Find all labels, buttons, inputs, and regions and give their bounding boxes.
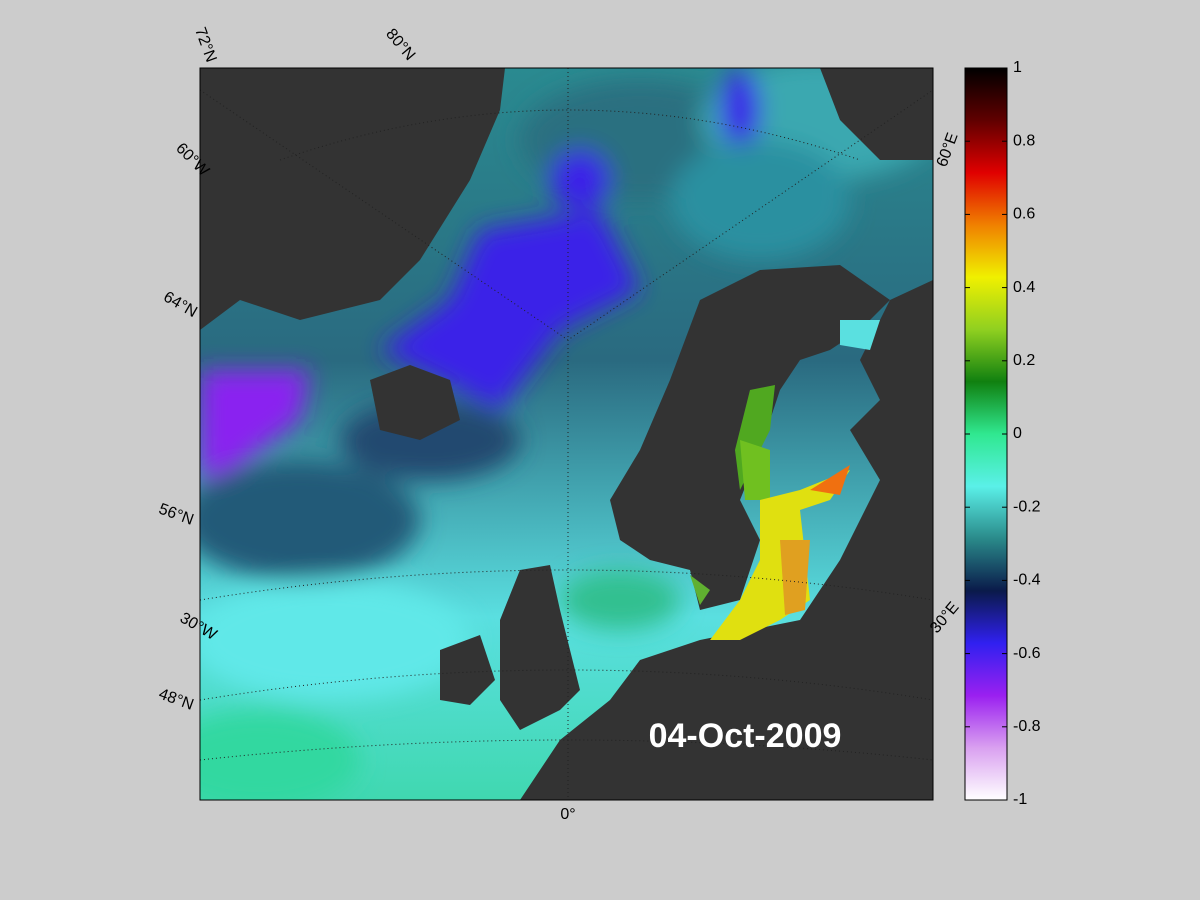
baltic-sea [690,385,850,640]
graticule-label: 72°N [191,25,219,64]
colorbar-tick-label: 1 [1013,59,1022,76]
graticule-label: 80°N [382,26,418,64]
graticule-label: 60°E [934,131,962,170]
date-label: 04-Oct-2009 [649,717,842,755]
graticule-label: 0° [560,806,575,823]
map-frame [199,67,934,801]
anomaly-field [200,68,933,800]
graticule-label: 48°N [156,686,195,714]
colorbar-tick-label: 0.6 [1013,206,1035,223]
colorbar-tick-label: 0.8 [1013,132,1035,149]
colorbar-tick-label: -0.2 [1013,498,1041,515]
colorbar-tick-label: 0 [1013,425,1022,442]
colorbar-tick-label: -1 [1013,791,1027,808]
colorbar-tick-label: -0.6 [1013,645,1041,662]
graticule-label: 64°N [160,288,199,321]
colorbar-tick-label: -0.8 [1013,718,1041,735]
colorbar-tick-label: 0.2 [1013,352,1035,369]
white-sea [840,320,880,350]
graticule [200,68,933,800]
colorbar-tick-label: 0.4 [1013,279,1035,296]
colorbar-tick-label: -0.4 [1013,572,1041,589]
graticule-label: 56°N [156,501,195,529]
colorbar [964,67,1008,801]
map-area: 04-Oct-2009 [200,68,933,800]
